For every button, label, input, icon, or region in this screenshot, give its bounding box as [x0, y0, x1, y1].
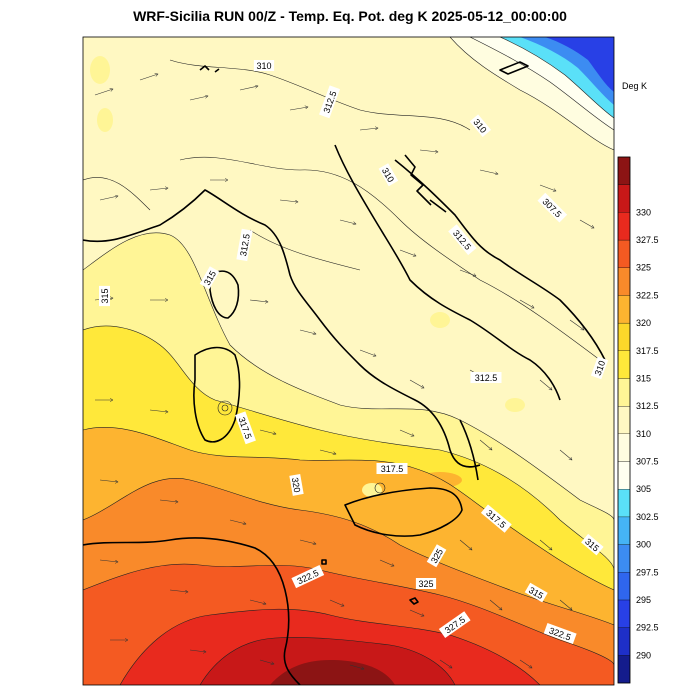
- colorbar-swatch: [617, 350, 631, 379]
- svg-text:310: 310: [593, 359, 608, 377]
- colorbar-frame: [617, 156, 631, 684]
- svg-text:315: 315: [100, 288, 110, 303]
- colorbar-swatch: [617, 544, 631, 573]
- colorbar-swatch: [617, 378, 631, 407]
- colorbar-swatch: [617, 655, 631, 684]
- contour-label: 325: [415, 578, 437, 589]
- contour-label: 312.5: [236, 228, 253, 262]
- colorbar-swatch: [617, 599, 631, 628]
- colorbar-tick-label: 322.5: [636, 290, 659, 300]
- plot-frame: [82, 36, 615, 686]
- colorbar-swatch: [617, 516, 631, 545]
- temperature-field: [83, 37, 614, 685]
- contour-label: 310: [590, 356, 609, 380]
- colorbar-tick-label: 300: [636, 540, 651, 550]
- colorbar-swatch: [617, 184, 631, 213]
- svg-text:312.5: 312.5: [475, 373, 498, 383]
- colorbar-tick-label: 330: [636, 207, 651, 217]
- svg-text:325: 325: [418, 579, 433, 589]
- colorbar-tick-label: 327.5: [636, 235, 659, 245]
- colorbar-swatch: [617, 406, 631, 434]
- contour-label: 320: [289, 474, 304, 496]
- colorbar-tick-label: 292.5: [636, 623, 659, 633]
- colorbar-swatch: [617, 295, 631, 324]
- contour-label: 312.5: [470, 372, 502, 383]
- colorbar-swatch: [617, 267, 631, 296]
- svg-text:312.5: 312.5: [238, 233, 252, 257]
- colorbar-swatch: [617, 322, 631, 351]
- colorbar-tick-label: 310: [636, 429, 651, 439]
- contour-label: 310: [253, 60, 275, 71]
- colorbar-units: Deg K: [622, 81, 648, 91]
- contour-label: 315: [99, 285, 110, 307]
- colorbar-swatch: [617, 461, 631, 490]
- colorbar-tick-label: 297.5: [636, 567, 659, 577]
- colorbar-swatch: [617, 156, 631, 185]
- colorbar-swatch: [617, 489, 631, 518]
- colorbar-swatch: [617, 212, 631, 241]
- colorbar-tick-label: 312.5: [636, 401, 659, 411]
- svg-text:317.5: 317.5: [381, 464, 404, 474]
- colorbar-swatch: [617, 433, 631, 462]
- colorbar: 290 292.5 295 297.5 300 302.5 305 307.5 310 312.5…: [617, 156, 659, 684]
- svg-text:320: 320: [290, 477, 302, 494]
- colorbar-tick-label: 320: [636, 318, 651, 328]
- colorbar-tick-label: 290: [636, 650, 651, 660]
- contour-label: 317.5: [376, 463, 408, 474]
- colorbar-swatch: [617, 239, 631, 268]
- svg-text:310: 310: [256, 61, 271, 71]
- colorbar-tick-label: 317.5: [636, 346, 659, 356]
- map-title: WRF-Sicilia RUN 00/Z - Temp. Eq. Pot. de…: [133, 8, 567, 24]
- colorbar-tick-label: 307.5: [636, 457, 659, 467]
- colorbar-tick-label: 302.5: [636, 512, 659, 522]
- colorbar-tick-label: 325: [636, 263, 651, 273]
- colorbar-tick-label: 305: [636, 484, 651, 494]
- colorbar-tick-label: 295: [636, 595, 651, 605]
- colorbar-tick-label: 315: [636, 373, 651, 383]
- colorbar-swatch: [617, 627, 631, 656]
- colorbar-swatch: [617, 572, 631, 601]
